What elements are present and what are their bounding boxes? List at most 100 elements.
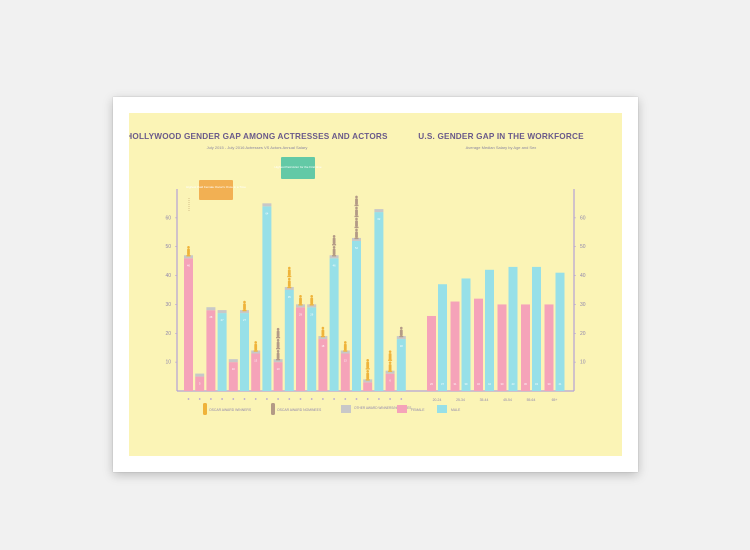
oscar-figure-icon bbox=[354, 206, 359, 218]
oscar-figure-icon bbox=[399, 326, 404, 338]
workforce-bar-male bbox=[461, 278, 471, 391]
workforce-category-label: 65+ bbox=[552, 398, 558, 402]
oscar-figure-icon bbox=[343, 341, 348, 352]
hollywood-bar-cap bbox=[385, 370, 395, 374]
workforce-bar-female bbox=[521, 304, 530, 391]
oscar-figure-icon bbox=[186, 245, 191, 257]
legend-oscar-nominees: OSCAR AWARD NOMINEES bbox=[271, 403, 322, 415]
workforce-bar-female-label: 30 bbox=[548, 382, 551, 386]
hollywood-x-tick bbox=[221, 398, 223, 400]
left-tick-label: 40 bbox=[165, 273, 171, 279]
oscar-figure-head bbox=[321, 326, 325, 330]
hollywood-bar-label: 10 bbox=[277, 367, 280, 371]
hollywood-bar bbox=[206, 310, 216, 391]
hollywood-bar-label: 6 bbox=[389, 379, 391, 383]
annotation-female-text: Highest Paid Female Oscar's Once in a Ti… bbox=[186, 185, 246, 189]
workforce-category-label: 45-54 bbox=[503, 398, 512, 402]
hollywood-bar-cap bbox=[262, 203, 272, 207]
hollywood-bar-cap bbox=[251, 350, 261, 354]
workforce-category-labels: 20-24 25-34 35-44 45-54 55-64 65+ bbox=[433, 398, 558, 402]
hollywood-bar bbox=[396, 339, 406, 391]
hollywood-bar-label: 10 bbox=[232, 367, 235, 371]
hollywood-bar-cap bbox=[284, 287, 294, 290]
oscar-figure-base bbox=[186, 255, 191, 257]
oscar-figure-base bbox=[354, 215, 359, 218]
legend-oscar-winners: OSCAR AWARD WINNERS bbox=[203, 403, 252, 415]
hollywood-x-tick bbox=[243, 398, 246, 400]
hollywood-bar bbox=[284, 290, 294, 391]
hollywood-bar-label: 5 bbox=[199, 382, 201, 386]
oscar-figure-icon bbox=[354, 228, 359, 240]
oscar-figure-body bbox=[355, 198, 358, 205]
annotation-highest-paid-female: Highest Paid Female Oscar's Once in a Ti… bbox=[186, 180, 246, 211]
oscar-figure-base bbox=[253, 350, 258, 352]
oscar-figure-body bbox=[187, 248, 190, 256]
oscar-figure-base bbox=[388, 370, 393, 372]
workforce-chart-subtitle: Average Median Salary by Age and Sex bbox=[466, 145, 537, 150]
oscar-figure-base bbox=[287, 275, 292, 278]
oscar-figure-base bbox=[365, 379, 370, 381]
oscar-figure-body bbox=[355, 231, 358, 238]
hollywood-x-tick bbox=[288, 398, 291, 400]
oscar-figure-body bbox=[366, 361, 370, 369]
hollywood-bar-cap bbox=[340, 350, 350, 354]
oscar-figure-base bbox=[354, 204, 359, 207]
hollywood-bar bbox=[318, 339, 328, 391]
oscar-figure-icon bbox=[365, 370, 370, 381]
oscar-figure-head bbox=[243, 300, 246, 304]
oscar-figure-head bbox=[344, 341, 347, 344]
oscar-figure-base bbox=[309, 304, 314, 306]
oscar-figure-head bbox=[355, 206, 358, 210]
hollywood-x-tick bbox=[333, 398, 335, 400]
hollywood-chart-subtitle: July 2015 - July 2016 Actresses VS Actor… bbox=[207, 145, 308, 150]
hollywood-bar-cap bbox=[307, 304, 317, 308]
hollywood-x-tick bbox=[299, 398, 302, 400]
hollywood-bar bbox=[262, 206, 272, 391]
oscar-figure-head bbox=[355, 195, 358, 199]
oscar-figure-head bbox=[366, 370, 369, 373]
oscar-figure-head bbox=[310, 295, 313, 298]
hollywood-bar-cap bbox=[374, 209, 384, 213]
hollywood-bar-cap bbox=[184, 255, 193, 259]
oscar-figure-base bbox=[276, 336, 281, 339]
oscar-figure-head bbox=[388, 350, 392, 353]
workforce-bar-male-label: 42 bbox=[488, 382, 491, 386]
hollywood-x-tick bbox=[232, 398, 235, 400]
hollywood-bar-label: 52 bbox=[355, 246, 358, 250]
hollywood-bar-label: 13 bbox=[254, 358, 257, 362]
oscar-figure-body bbox=[332, 248, 336, 256]
oscar-figure-icon bbox=[388, 350, 393, 361]
oscar-figure-base bbox=[320, 335, 325, 338]
right-tick-label: 50 bbox=[580, 244, 586, 250]
hollywood-x-tick bbox=[400, 398, 403, 400]
oscar-figure-icon bbox=[354, 217, 359, 229]
legend-male: MALE bbox=[437, 405, 461, 413]
oscar-figure-head bbox=[276, 338, 280, 342]
legend-female: FEMALE bbox=[397, 405, 425, 413]
left-tick-label: 30 bbox=[165, 302, 171, 308]
oscar-figure-head bbox=[388, 361, 392, 364]
oscar-figure-body bbox=[287, 269, 291, 276]
oscar-figure-head bbox=[299, 295, 302, 298]
hollywood-x-tick bbox=[266, 398, 268, 400]
oscar-figure-head bbox=[288, 277, 291, 281]
oscar-figure-icon bbox=[276, 327, 281, 339]
hollywood-bar-label: 18 bbox=[321, 344, 324, 348]
workforce-bar-male-label: 39 bbox=[465, 382, 468, 386]
workforce-bar-female bbox=[474, 298, 483, 391]
hollywood-bar bbox=[307, 307, 317, 391]
right-tick-label: 10 bbox=[580, 360, 586, 366]
oscar-figure-icon bbox=[298, 295, 303, 306]
oscar-figure-body bbox=[399, 329, 403, 336]
oscar-figure-icon bbox=[309, 295, 314, 306]
oscar-figure-body bbox=[388, 364, 392, 371]
legend-female-label: FEMALE bbox=[411, 408, 425, 412]
workforce-bar-female bbox=[544, 304, 554, 391]
poster: HOLLYWOOD GENDER GAP AMONG ACTRESSES AND… bbox=[129, 113, 622, 456]
hollywood-bar-label: 28 bbox=[209, 315, 212, 319]
hollywood-bar bbox=[273, 362, 283, 391]
hollywood-bar-cap bbox=[273, 359, 283, 363]
legend-male-label: MALE bbox=[451, 408, 461, 412]
hollywood-bar-label: 13 bbox=[344, 358, 347, 362]
